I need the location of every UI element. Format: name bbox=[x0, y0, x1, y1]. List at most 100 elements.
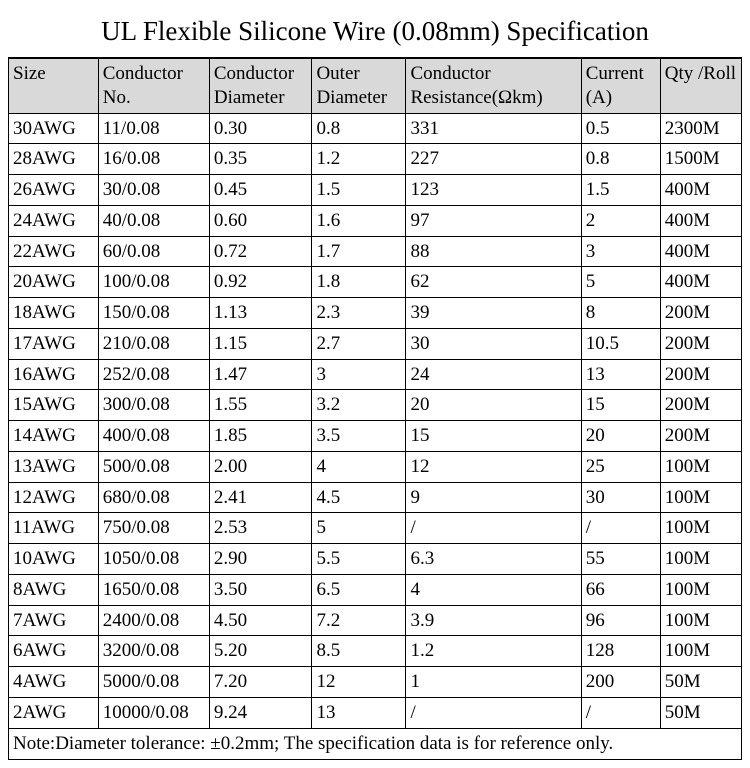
table-body: 30AWG11/0.080.300.83310.52300M28AWG16/0.… bbox=[9, 113, 742, 728]
table-cell: 10.5 bbox=[581, 328, 660, 359]
table-cell: 100M bbox=[660, 636, 741, 667]
table-row: 24AWG40/0.080.601.6972400M bbox=[9, 205, 742, 236]
table-cell: 2 bbox=[581, 205, 660, 236]
table-cell: 1 bbox=[406, 667, 581, 698]
table-row: 20AWG100/0.080.921.8625400M bbox=[9, 267, 742, 298]
table-cell: 100M bbox=[660, 574, 741, 605]
table-cell: 2.7 bbox=[312, 328, 406, 359]
table-cell: 39 bbox=[406, 298, 581, 329]
table-cell: 1.5 bbox=[581, 175, 660, 206]
table-cell: 400M bbox=[660, 205, 741, 236]
table-cell: 2300M bbox=[660, 113, 741, 144]
table-cell: 30AWG bbox=[9, 113, 99, 144]
table-cell: 24 bbox=[406, 359, 581, 390]
table-cell: 200M bbox=[660, 298, 741, 329]
table-cell: 1650/0.08 bbox=[98, 574, 209, 605]
table-cell: 7.2 bbox=[312, 605, 406, 636]
table-cell: 6AWG bbox=[9, 636, 99, 667]
table-cell: 97 bbox=[406, 205, 581, 236]
table-cell: 3 bbox=[581, 236, 660, 267]
table-cell: 26AWG bbox=[9, 175, 99, 206]
table-cell: 2.00 bbox=[209, 451, 312, 482]
table-cell: 11/0.08 bbox=[98, 113, 209, 144]
table-cell: 210/0.08 bbox=[98, 328, 209, 359]
table-cell: 0.72 bbox=[209, 236, 312, 267]
table-cell: 88 bbox=[406, 236, 581, 267]
table-cell: 16/0.08 bbox=[98, 144, 209, 175]
table-row: 2AWG10000/0.089.2413//50M bbox=[9, 697, 742, 728]
table-cell: 40/0.08 bbox=[98, 205, 209, 236]
table-cell: 50M bbox=[660, 667, 741, 698]
spec-table: SizeConductor No.Conductor DiameterOuter… bbox=[8, 58, 742, 729]
table-cell: 12AWG bbox=[9, 482, 99, 513]
table-cell: 1500M bbox=[660, 144, 741, 175]
table-cell: 0.35 bbox=[209, 144, 312, 175]
table-cell: 13 bbox=[581, 359, 660, 390]
table-cell: 1.5 bbox=[312, 175, 406, 206]
column-header: Qty /Roll bbox=[660, 59, 741, 114]
table-row: 6AWG3200/0.085.208.51.2128100M bbox=[9, 636, 742, 667]
table-row: 22AWG60/0.080.721.7883400M bbox=[9, 236, 742, 267]
table-row: 18AWG150/0.081.132.3398200M bbox=[9, 298, 742, 329]
table-cell: 2.90 bbox=[209, 544, 312, 575]
table-row: 11AWG750/0.082.535//100M bbox=[9, 513, 742, 544]
table-cell: 1.2 bbox=[312, 144, 406, 175]
table-cell: 100M bbox=[660, 544, 741, 575]
table-cell: / bbox=[581, 697, 660, 728]
table-cell: 7.20 bbox=[209, 667, 312, 698]
table-cell: 4AWG bbox=[9, 667, 99, 698]
column-header: Conductor Diameter bbox=[209, 59, 312, 114]
table-cell: 100M bbox=[660, 482, 741, 513]
table-cell: 100M bbox=[660, 605, 741, 636]
table-cell: 680/0.08 bbox=[98, 482, 209, 513]
table-cell: 8 bbox=[581, 298, 660, 329]
table-cell: 20AWG bbox=[9, 267, 99, 298]
column-header: Conductor No. bbox=[98, 59, 209, 114]
table-cell: 5.5 bbox=[312, 544, 406, 575]
table-cell: 3200/0.08 bbox=[98, 636, 209, 667]
table-cell: 50M bbox=[660, 697, 741, 728]
table-cell: 331 bbox=[406, 113, 581, 144]
table-cell: 66 bbox=[581, 574, 660, 605]
table-cell: 1.15 bbox=[209, 328, 312, 359]
table-cell: 4.5 bbox=[312, 482, 406, 513]
table-cell: 0.8 bbox=[581, 144, 660, 175]
table-cell: 3 bbox=[312, 359, 406, 390]
table-row: 10AWG1050/0.082.905.56.355100M bbox=[9, 544, 742, 575]
table-cell: 0.5 bbox=[581, 113, 660, 144]
table-cell: 1050/0.08 bbox=[98, 544, 209, 575]
table-cell: 28AWG bbox=[9, 144, 99, 175]
table-cell: 55 bbox=[581, 544, 660, 575]
table-cell: 400M bbox=[660, 236, 741, 267]
table-cell: 15 bbox=[406, 421, 581, 452]
table-cell: 24AWG bbox=[9, 205, 99, 236]
table-cell: 1.13 bbox=[209, 298, 312, 329]
table-cell: 2.3 bbox=[312, 298, 406, 329]
table-cell: 1.55 bbox=[209, 390, 312, 421]
table-cell: 8.5 bbox=[312, 636, 406, 667]
table-cell: 1.7 bbox=[312, 236, 406, 267]
table-row: 17AWG210/0.081.152.73010.5200M bbox=[9, 328, 742, 359]
table-cell: 8AWG bbox=[9, 574, 99, 605]
table-cell: 1.85 bbox=[209, 421, 312, 452]
table-cell: 4.50 bbox=[209, 605, 312, 636]
table-cell: 5 bbox=[581, 267, 660, 298]
table-cell: 20 bbox=[406, 390, 581, 421]
table-row: 7AWG2400/0.084.507.23.996100M bbox=[9, 605, 742, 636]
table-cell: 500/0.08 bbox=[98, 451, 209, 482]
column-header: Current (A) bbox=[581, 59, 660, 114]
table-cell: 1.8 bbox=[312, 267, 406, 298]
table-cell: 200M bbox=[660, 421, 741, 452]
table-cell: 227 bbox=[406, 144, 581, 175]
table-cell: 3.9 bbox=[406, 605, 581, 636]
table-cell: 400M bbox=[660, 267, 741, 298]
table-cell: 9 bbox=[406, 482, 581, 513]
table-row: 30AWG11/0.080.300.83310.52300M bbox=[9, 113, 742, 144]
table-cell: 300/0.08 bbox=[98, 390, 209, 421]
header-row: SizeConductor No.Conductor DiameterOuter… bbox=[9, 59, 742, 114]
table-row: 26AWG30/0.080.451.51231.5400M bbox=[9, 175, 742, 206]
column-header: Outer Diameter bbox=[312, 59, 406, 114]
page-title: UL Flexible Silicone Wire (0.08mm) Speci… bbox=[8, 8, 742, 58]
table-cell: 400/0.08 bbox=[98, 421, 209, 452]
table-cell: 10000/0.08 bbox=[98, 697, 209, 728]
